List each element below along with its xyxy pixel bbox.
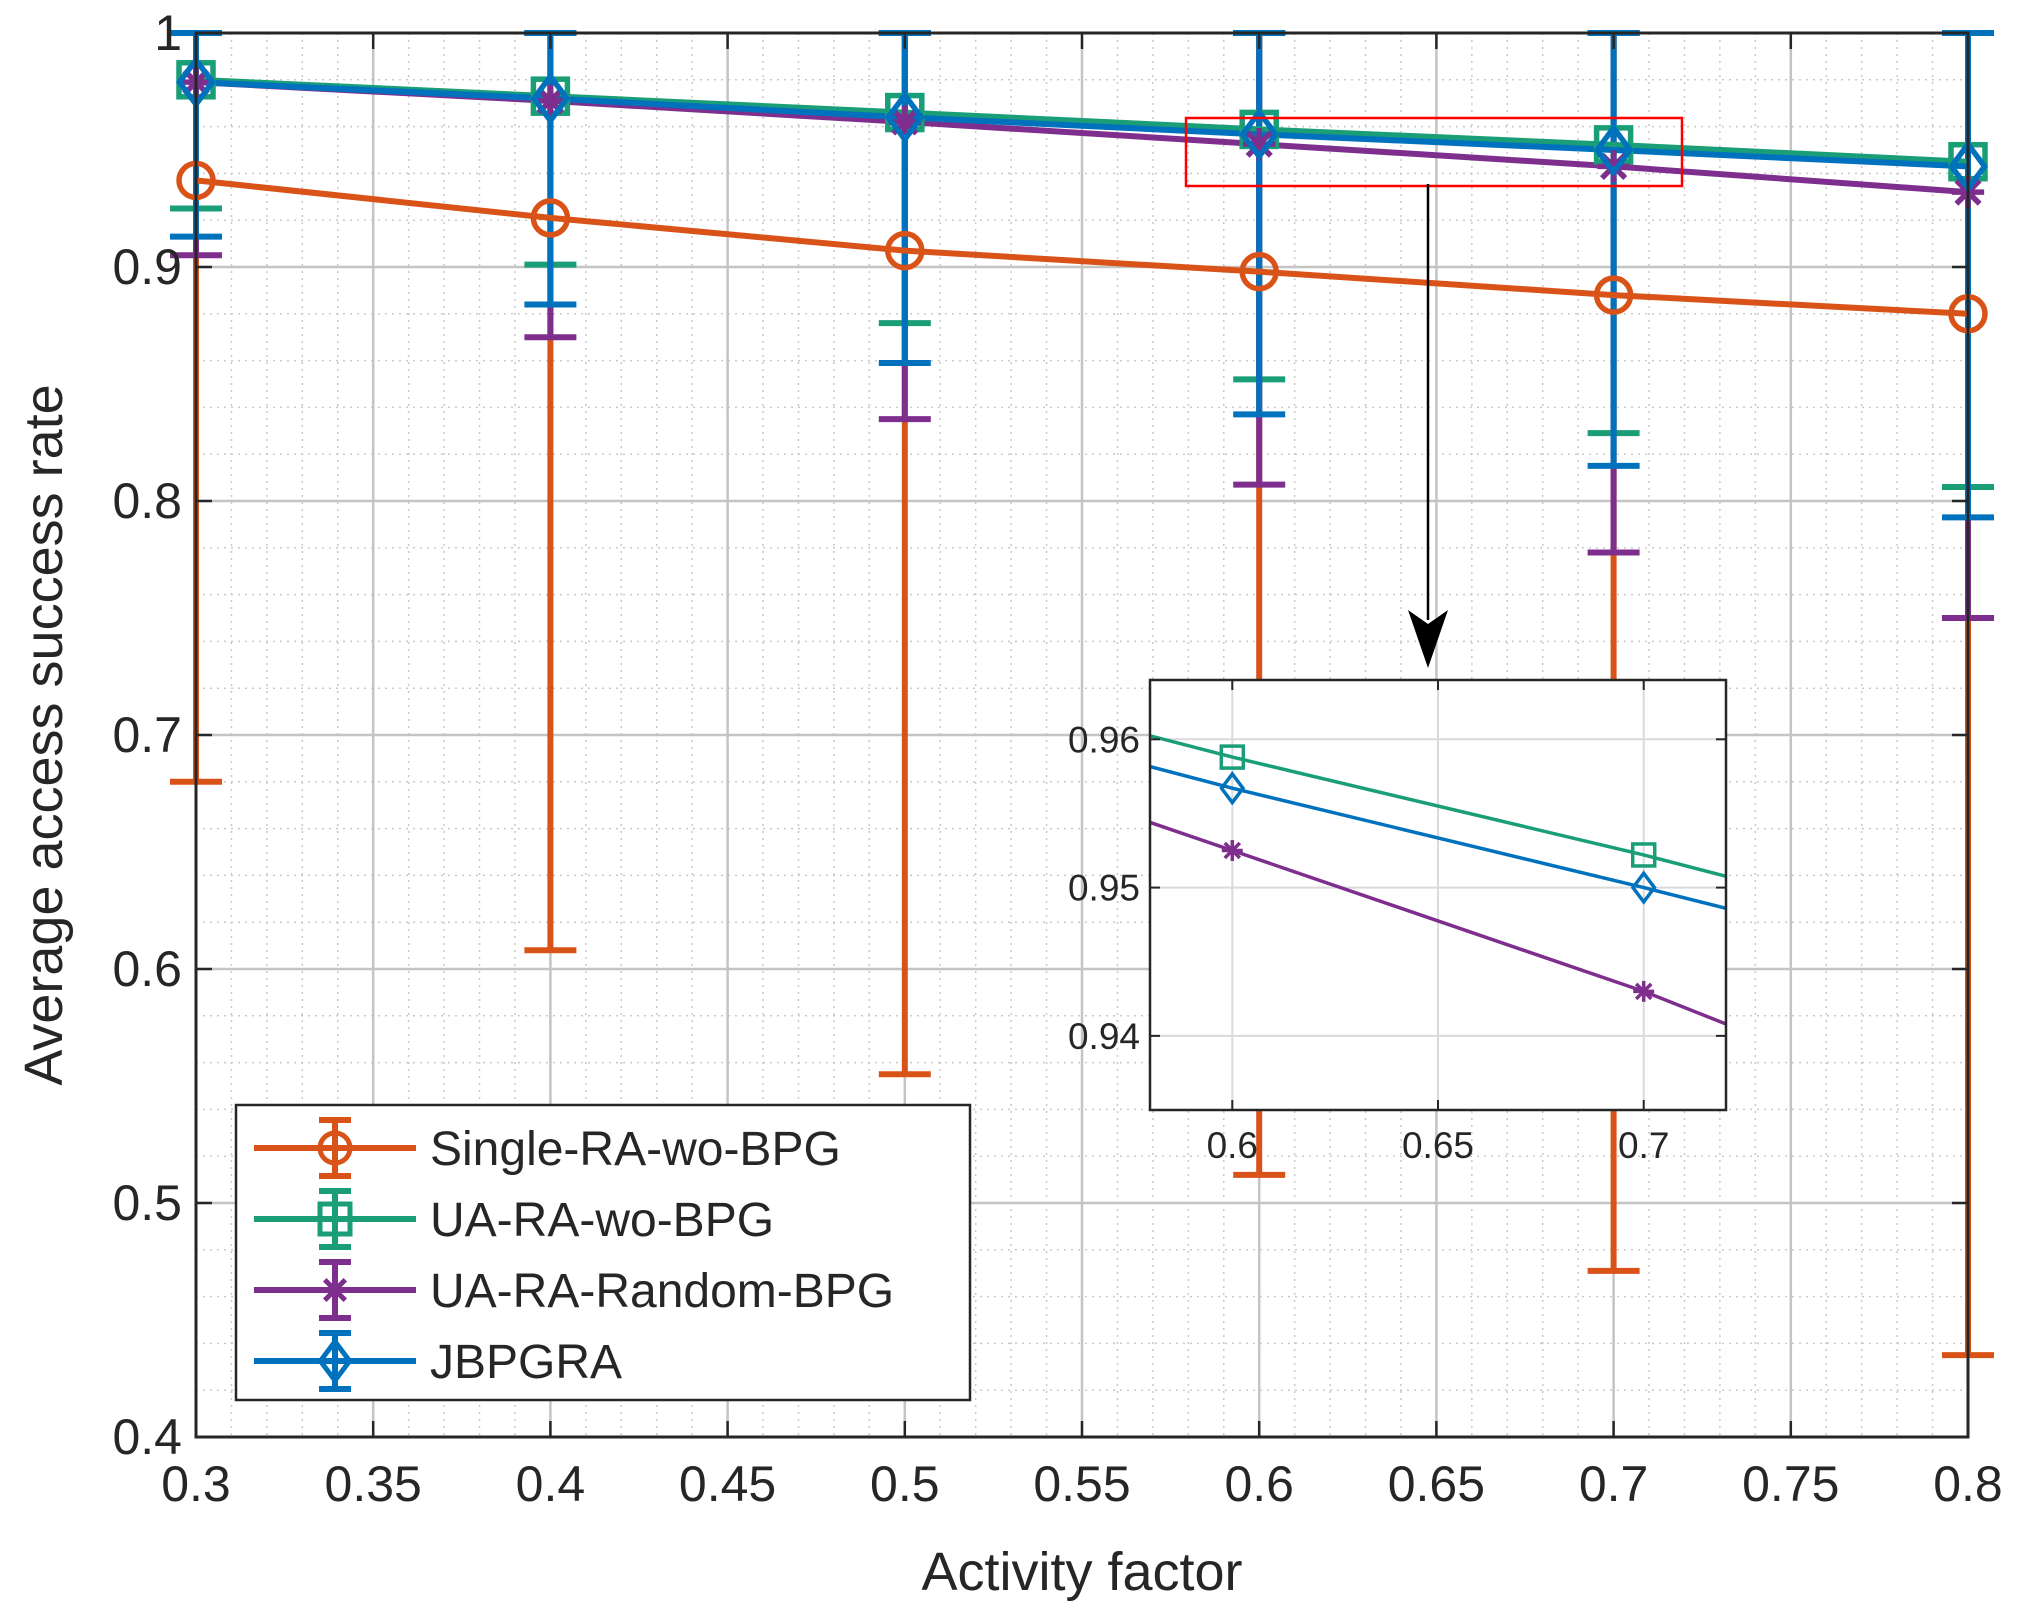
y-tick-label: 1 bbox=[154, 5, 182, 61]
y-tick-label: 0.4 bbox=[112, 1409, 182, 1465]
inset-data-point-2 bbox=[1633, 980, 1655, 1002]
x-tick-label: 0.7 bbox=[1579, 1456, 1649, 1512]
inset-data-point-1 bbox=[1219, 744, 1246, 770]
legend-marker bbox=[317, 1337, 353, 1385]
legend-box bbox=[234, 1103, 972, 1402]
legend-entry-2: UA-RA-Random-BPG bbox=[254, 1259, 894, 1321]
inset-x-tick-label: 0.6 bbox=[1207, 1125, 1258, 1166]
legend-marker bbox=[317, 1130, 353, 1166]
series-line-0 bbox=[195, 177, 1969, 317]
inset-data-point-2-stroke bbox=[1634, 982, 1653, 1001]
inset-data-point-3 bbox=[1219, 771, 1246, 806]
legend-label: Single-RA-wo-BPG bbox=[430, 1123, 841, 1176]
data-point-2-stroke bbox=[1245, 130, 1273, 158]
legend-label: JBPGRA bbox=[430, 1336, 622, 1389]
inset-y-tick-label: 0.94 bbox=[1068, 1016, 1140, 1057]
x-tick-label: 0.75 bbox=[1742, 1456, 1839, 1512]
inset-data-point-2-stroke bbox=[1223, 841, 1242, 860]
inset-tick-labels: 0.6 0.65 0.7 0.94 0.95 0.96 bbox=[1068, 719, 1669, 1166]
legend-entries: Single-RA-wo-BPG UA-RA-wo-BPG UA-RA-Random… bbox=[254, 1117, 894, 1392]
zoom-region-box bbox=[1184, 116, 1684, 188]
y-tick-label: 0.5 bbox=[112, 1175, 182, 1231]
inset-x-tick-label: 0.65 bbox=[1402, 1125, 1474, 1166]
y-tick-label: 0.8 bbox=[112, 473, 182, 529]
legend-marker-stroke bbox=[322, 1277, 348, 1303]
data-point-3 bbox=[1593, 123, 1634, 177]
data-point-0 bbox=[1239, 251, 1279, 292]
main-lines bbox=[195, 76, 1969, 317]
x-tick-label: 0.8 bbox=[1933, 1456, 2003, 1512]
legend: Single-RA-wo-BPG UA-RA-wo-BPG UA-RA-Random… bbox=[234, 1103, 972, 1402]
inset-series-line-1 bbox=[1150, 733, 1726, 879]
y-tick-label: 0.6 bbox=[112, 941, 182, 997]
legend-marker bbox=[317, 1201, 353, 1237]
legend-entry-0: Single-RA-wo-BPG bbox=[254, 1117, 841, 1179]
main-tick-labels: 0.3 0.35 0.4 0.45 0.5 0.55 0.6 0.65 0.7 0.75 0.8 0.… bbox=[112, 5, 2002, 1512]
legend-marker bbox=[320, 1275, 350, 1305]
x-tick-label: 0.35 bbox=[325, 1456, 422, 1512]
data-point-0 bbox=[530, 198, 571, 238]
inset-series-line-2 bbox=[1150, 820, 1726, 1026]
legend-entry-1: UA-RA-wo-BPG bbox=[254, 1188, 774, 1250]
inset-data-point-1 bbox=[1630, 842, 1657, 868]
zoom-arrow-head bbox=[1408, 610, 1448, 668]
x-tick-label: 0.3 bbox=[161, 1456, 231, 1512]
x-axis-label: Activity factor bbox=[921, 1542, 1242, 1602]
data-point-3 bbox=[884, 90, 925, 144]
inset-series-line-3 bbox=[1150, 764, 1726, 911]
x-tick-label: 0.55 bbox=[1033, 1456, 1130, 1512]
series-line-3 bbox=[195, 79, 1969, 170]
data-point-0 bbox=[1593, 275, 1634, 315]
inset-x-tick-label: 0.7 bbox=[1618, 1125, 1669, 1166]
main-ticks bbox=[194, 31, 1970, 1439]
inset-y-tick-label: 0.95 bbox=[1068, 868, 1140, 909]
x-tick-label: 0.65 bbox=[1388, 1456, 1485, 1512]
data-point-3 bbox=[1239, 107, 1280, 162]
x-tick-label: 0.5 bbox=[870, 1456, 940, 1512]
x-tick-label: 0.4 bbox=[516, 1456, 586, 1512]
x-tick-label: 0.45 bbox=[679, 1456, 776, 1512]
inset-lines bbox=[1150, 733, 1726, 1026]
inset-data-point-3 bbox=[1630, 870, 1657, 905]
inset-grid bbox=[1150, 680, 1726, 1110]
data-point-0 bbox=[885, 230, 925, 271]
y-tick-label: 0.7 bbox=[112, 707, 182, 763]
inset-ticks bbox=[1150, 680, 1726, 1110]
inset-zoom-chart: 0.6 0.65 0.7 0.94 0.95 0.96 bbox=[1068, 678, 1728, 1166]
y-axis-label: Average access success rate bbox=[14, 384, 74, 1085]
inset-data-point-2 bbox=[1221, 840, 1243, 861]
inset-y-tick-label: 0.96 bbox=[1068, 719, 1140, 760]
legend-label: UA-RA-Random-BPG bbox=[430, 1265, 894, 1318]
x-tick-label: 0.6 bbox=[1224, 1456, 1294, 1512]
legend-entry-3: JBPGRA bbox=[254, 1330, 622, 1392]
inset-markers bbox=[1219, 744, 1657, 1002]
y-tick-label: 0.9 bbox=[112, 239, 182, 295]
data-point-3 bbox=[530, 71, 571, 126]
legend-label: UA-RA-wo-BPG bbox=[430, 1194, 774, 1247]
